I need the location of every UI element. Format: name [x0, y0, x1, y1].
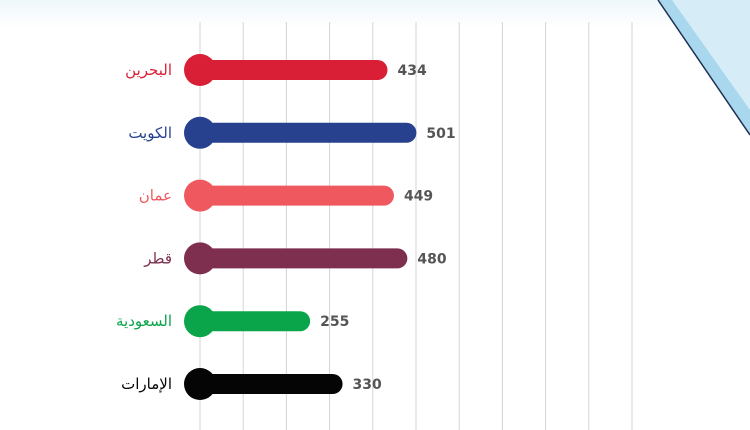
- bar-marker: [184, 305, 216, 338]
- bar: [200, 185, 394, 206]
- value-label: 501: [426, 126, 455, 142]
- bar: [200, 248, 408, 269]
- bar: [200, 374, 343, 394]
- bar-marker: [184, 116, 216, 149]
- category-label: عمان: [139, 187, 172, 205]
- category-label: الإمارات: [121, 375, 172, 393]
- bars-group: 434 البحرين 501 الكويت 449 عمان 480 قطر 255 السعو…: [116, 54, 456, 400]
- bar-marker: [184, 368, 216, 400]
- value-label: 449: [404, 189, 433, 205]
- bar-marker: [184, 54, 216, 86]
- bar: [200, 60, 388, 80]
- value-label: 434: [397, 63, 426, 79]
- category-label: الكويت: [128, 124, 172, 142]
- category-label: البحرين: [125, 61, 172, 79]
- bar: [200, 122, 417, 143]
- gridlines: [199, 22, 633, 430]
- value-label: 480: [417, 251, 446, 267]
- value-label: 255: [320, 314, 349, 330]
- value-label: 330: [353, 377, 382, 393]
- bar-marker: [184, 242, 216, 275]
- category-label: السعودية: [116, 312, 172, 330]
- bar-marker: [184, 179, 216, 212]
- header-band: [0, 0, 750, 28]
- bar: [200, 311, 311, 332]
- category-label: قطر: [143, 249, 172, 267]
